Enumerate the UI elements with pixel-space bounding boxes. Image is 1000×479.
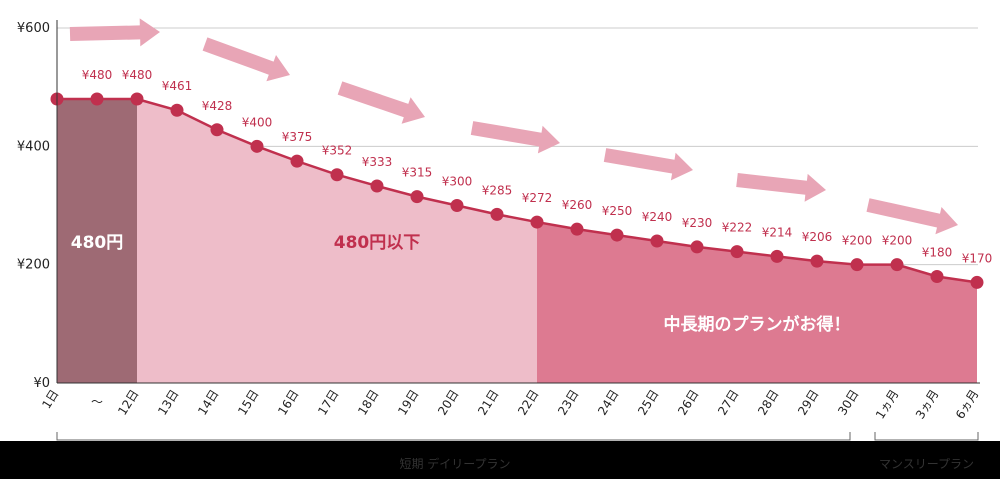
trend-arrow [603,148,693,181]
data-label: ¥461 [162,79,193,93]
series-line-path [57,97,978,284]
data-point [930,270,944,283]
data-point [650,234,664,248]
data-point [490,207,504,221]
data-point [330,168,344,182]
data-label: ¥200 [882,234,913,248]
y-tick-label: ¥200 [17,258,50,273]
data-label: ¥200 [842,234,873,248]
region-area [137,99,537,383]
data-label: ¥400 [242,115,273,129]
plan-groups: 短期 デイリープラン マンスリープラン [56,432,979,471]
data-point [890,258,904,272]
y-tick-label: ¥400 [17,139,50,154]
data-point [730,245,744,259]
data-label: ¥428 [202,99,233,113]
region-area [537,222,977,383]
data-label: ¥250 [602,204,633,218]
data-point [410,190,424,204]
data-label: ¥206 [802,230,833,244]
data-label: ¥214 [762,225,793,239]
group-bracket [56,432,851,441]
regions [57,99,977,383]
data-point [810,254,824,268]
data-label: ¥222 [722,221,753,235]
data-label: ¥170 [962,251,993,265]
region-label: 480円以下 [334,233,421,253]
data-label: ¥375 [282,130,313,144]
data-point [690,240,704,254]
data-point [450,199,464,212]
data-label: ¥272 [522,191,553,205]
data-point [170,103,184,117]
data-point [770,249,784,263]
data-point [610,228,624,242]
data-point [290,154,304,168]
series-line [57,97,978,284]
data-label: ¥285 [482,183,513,197]
group-label: 短期 デイリープラン [399,456,510,471]
data-point [570,222,584,236]
trend-arrow [866,198,958,235]
data-label: ¥333 [362,155,393,169]
data-point [370,179,384,193]
region-label: 中長期のプランがお得！ [664,314,851,335]
data-point [530,215,544,229]
x-tick-label: 〜 [91,395,103,409]
data-point [850,258,864,272]
data-point [130,92,144,106]
data-label: ¥315 [402,166,433,180]
data-label: ¥480 [122,68,153,82]
region-area [57,99,137,383]
trend-arrow [470,121,560,154]
region-label: 480円 [71,233,124,253]
trend-arrow [202,37,290,82]
group-bracket [874,432,979,441]
data-point [210,123,224,137]
trend-arrows [69,18,958,235]
data-point [90,92,104,106]
data-label: ¥352 [322,144,353,158]
data-label: ¥230 [682,216,713,230]
y-tick-label: ¥600 [17,21,50,36]
data-label: ¥480 [82,68,113,82]
data-label: ¥300 [442,175,473,189]
trend-arrow [736,173,826,202]
group-label: マンスリープラン [879,457,974,471]
data-point [250,139,264,153]
trend-arrow [69,18,160,47]
data-label: ¥260 [562,198,593,212]
y-tick-label: ¥0 [33,376,50,391]
data-point [970,275,984,289]
trend-arrow [337,81,425,124]
data-label: ¥240 [642,210,673,224]
data-points [50,92,984,289]
data-label: ¥180 [922,246,953,260]
